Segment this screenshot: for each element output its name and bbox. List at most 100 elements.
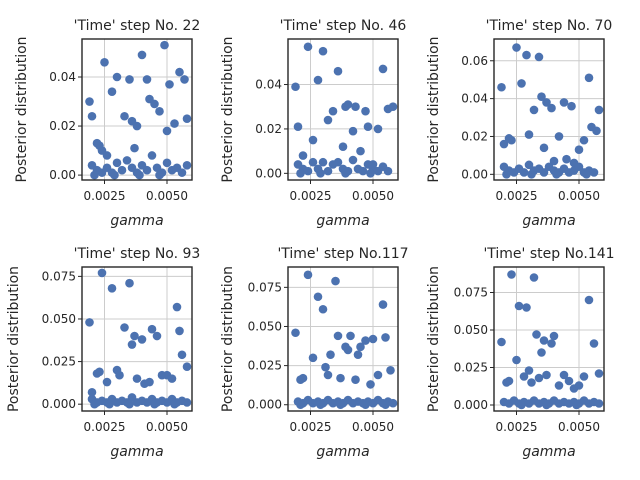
y-tick-label: 0.075 — [42, 269, 76, 283]
y-tick-label: 0.02 — [49, 119, 76, 133]
data-point — [313, 75, 323, 85]
data-point — [567, 101, 576, 111]
subplot-5: 0.0025 0.0050 0.000 0.025 0.050 0.075 'Time' s… — [220, 246, 409, 460]
data-point — [177, 168, 187, 177]
axes-frame — [287, 266, 399, 412]
data-point — [308, 353, 318, 363]
subplot-title: 'Time' step No. 46 — [280, 18, 407, 34]
x-axis-label: gamma — [522, 213, 575, 229]
y-tick-label: 0.06 — [461, 54, 488, 68]
data-point — [162, 158, 172, 168]
data-point — [333, 66, 343, 76]
data-point — [338, 142, 348, 151]
data-point — [155, 107, 164, 116]
data-point — [529, 105, 539, 115]
data-point — [524, 160, 534, 170]
data-point — [549, 156, 559, 166]
data-point — [132, 121, 142, 131]
data-point — [524, 366, 534, 375]
y-tick-label: 0.00 — [49, 168, 76, 182]
data-point — [517, 400, 526, 410]
data-point — [547, 103, 556, 113]
data-point — [373, 124, 383, 134]
y-tick-label: 0.050 — [42, 312, 76, 326]
data-point — [547, 339, 556, 348]
data-point — [182, 160, 192, 170]
data-point — [386, 366, 395, 375]
data-point — [150, 99, 159, 109]
data-point — [524, 130, 534, 139]
data-point — [160, 40, 169, 50]
data-point — [378, 300, 388, 309]
data-point — [130, 143, 139, 153]
data-point — [594, 105, 604, 115]
data-point — [363, 122, 373, 132]
data-point — [97, 268, 107, 278]
data-point — [594, 399, 604, 408]
data-point — [574, 145, 584, 155]
x-axis-label: gamma — [110, 213, 163, 229]
y-tick-label: 0.02 — [461, 129, 488, 143]
data-point — [303, 42, 313, 52]
data-point — [584, 295, 594, 305]
data-point — [527, 378, 536, 387]
y-tick-label: 0.04 — [49, 70, 76, 84]
data-point — [135, 170, 144, 180]
data-point — [155, 170, 164, 180]
data-point — [112, 158, 122, 168]
data-point — [107, 284, 117, 293]
data-point — [343, 345, 353, 355]
subplot-3: 0.0025 0.0050 0.00 0.02 0.04 0.06 'Time' step … — [426, 18, 612, 229]
data-point — [85, 318, 94, 327]
data-point — [579, 372, 589, 381]
data-point — [589, 339, 599, 348]
subplot-4: 0.0025 0.0050 0.000 0.025 0.050 0.075 'Time' s… — [6, 246, 200, 460]
x-tick-label: 0.0025 — [84, 420, 126, 434]
data-point — [512, 355, 521, 365]
data-point — [308, 157, 318, 167]
data-point — [356, 146, 365, 156]
data-point — [90, 399, 99, 409]
data-point — [180, 75, 189, 84]
data-point — [592, 126, 601, 136]
data-point — [107, 87, 117, 97]
data-point — [534, 373, 544, 383]
plot-area — [494, 267, 604, 411]
y-tick-label: 0.000 — [248, 398, 282, 412]
x-tick-label: 0.0025 — [496, 420, 538, 434]
data-point — [291, 82, 300, 92]
data-point — [298, 151, 308, 160]
data-point — [125, 75, 134, 84]
x-tick-label: 0.0050 — [352, 420, 394, 434]
data-point — [137, 50, 147, 60]
data-point — [529, 273, 539, 282]
data-point — [162, 126, 172, 136]
y-tick-label: 0.050 — [454, 323, 488, 337]
x-tick-label: 0.0050 — [146, 420, 188, 434]
data-point — [554, 381, 564, 390]
data-point — [127, 340, 137, 349]
data-point — [361, 400, 370, 410]
data-point — [351, 102, 360, 112]
x-tick-label: 0.0050 — [146, 189, 188, 203]
data-point — [145, 377, 154, 387]
data-point — [584, 73, 594, 83]
x-tick-label: 0.0025 — [290, 189, 332, 203]
data-point — [85, 97, 94, 106]
y-tick-label: 0.075 — [248, 280, 282, 294]
data-point — [152, 331, 162, 341]
data-point — [348, 155, 358, 165]
data-point — [388, 398, 398, 408]
data-point — [346, 331, 355, 341]
data-point — [594, 369, 604, 378]
data-point — [321, 362, 330, 372]
data-point — [537, 92, 546, 102]
data-point — [542, 400, 551, 410]
y-axis-label: Posterior distribution — [14, 36, 30, 182]
data-point — [519, 372, 529, 381]
data-point — [331, 276, 340, 286]
data-point — [514, 301, 524, 311]
x-axis-label: gamma — [316, 444, 369, 460]
subplot-title: 'Time' step No. 22 — [74, 18, 201, 34]
